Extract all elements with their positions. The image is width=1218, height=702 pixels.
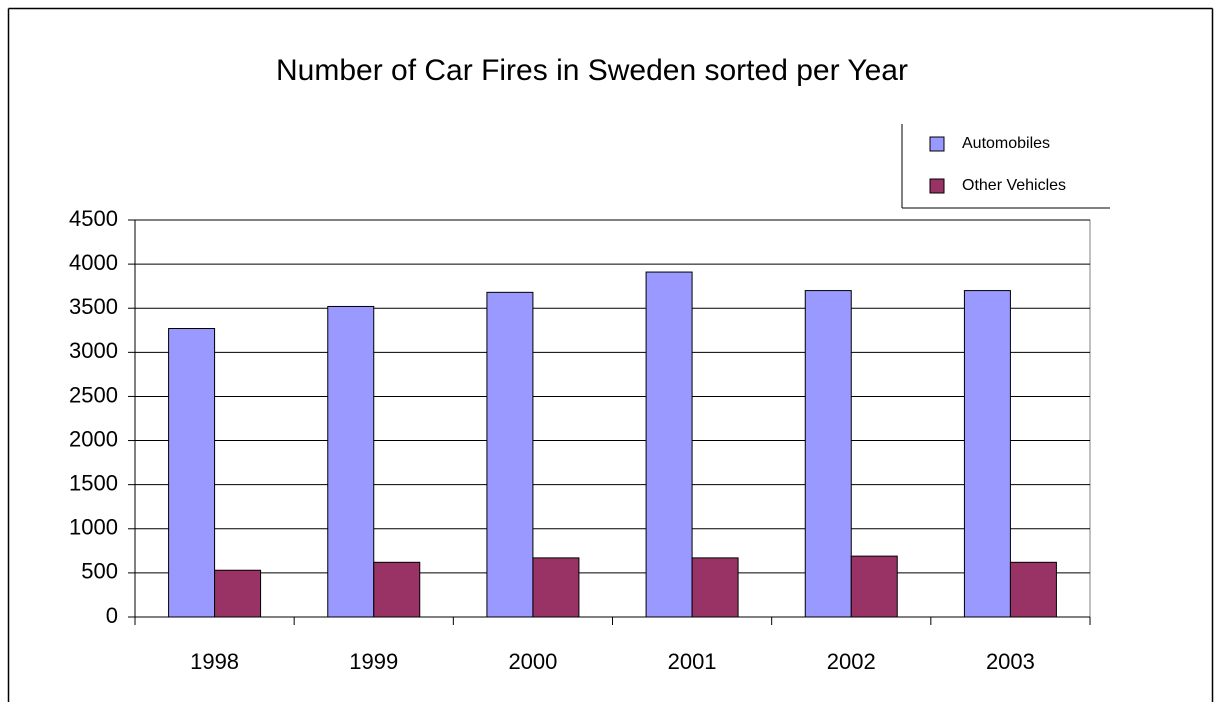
y-tick-label: 1500: [69, 470, 118, 495]
y-tick-label: 0: [106, 603, 118, 628]
y-tick-label: 4500: [69, 206, 118, 231]
bar: [214, 569, 262, 618]
y-tick-label: 2000: [69, 426, 118, 451]
bar: [1009, 561, 1057, 618]
chart-title: Number of Car Fires in Sweden sorted per…: [276, 54, 908, 87]
legend-label: Automobiles: [962, 135, 1050, 152]
x-tick-label: 2002: [827, 649, 876, 674]
bar: [804, 290, 852, 618]
y-tick-label: 2500: [69, 382, 118, 407]
legend-label: Other Vehicles: [962, 177, 1066, 194]
legend-swatch: [929, 136, 945, 152]
y-tick-label: 3500: [69, 294, 118, 319]
y-tick-label: 1000: [69, 515, 118, 540]
x-tick-label: 1998: [190, 649, 239, 674]
x-tick-label: 2000: [508, 649, 557, 674]
bar: [645, 271, 693, 618]
x-tick-label: 2001: [668, 649, 717, 674]
bar: [373, 561, 421, 618]
y-tick-label: 3000: [69, 338, 118, 363]
bar: [486, 291, 534, 618]
bar: [963, 290, 1011, 618]
x-tick-label: 2003: [986, 649, 1035, 674]
y-tick-label: 500: [81, 559, 118, 584]
bar: [168, 328, 216, 618]
legend-swatch: [929, 178, 945, 194]
bar: [327, 305, 375, 618]
bar: [850, 555, 898, 618]
y-tick-label: 4000: [69, 250, 118, 275]
x-tick-label: 1999: [349, 649, 398, 674]
bar: [691, 557, 739, 618]
bar: [532, 557, 580, 618]
